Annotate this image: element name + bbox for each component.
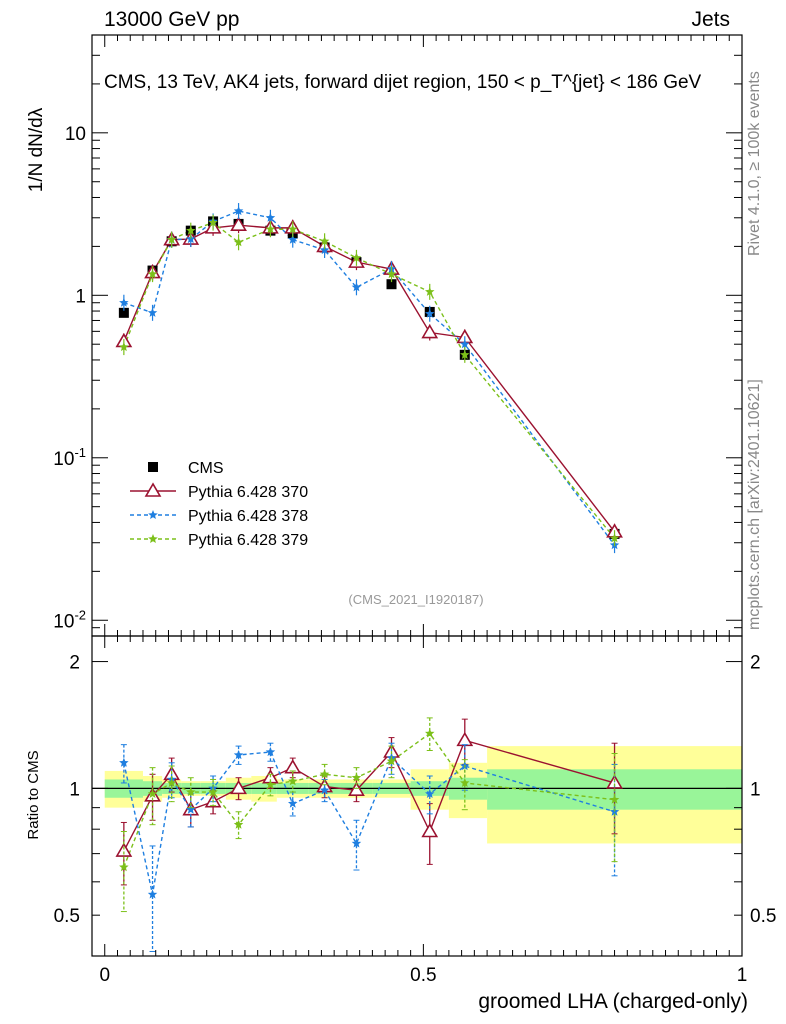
ratio-y-axis-label: Ratio to CMS <box>25 750 42 839</box>
axes: 0 0.5 1 10-2 10-1 1 10 0.5 0.5 1 1 2 2 <box>53 34 776 986</box>
y-tick-exponent: -2 <box>74 607 86 622</box>
legend-label-p379: Pythia 6.428 379 <box>188 532 308 549</box>
ratio-point-p370 <box>230 779 247 795</box>
main-point-p378 <box>288 234 298 244</box>
ratio-point-p378 <box>147 889 158 899</box>
ratio-point-p378 <box>233 750 244 760</box>
ratio-point-p378 <box>425 788 435 798</box>
main-point-p378 <box>425 308 435 318</box>
ratio-line-p379 <box>123 732 615 868</box>
ratio-y-tick-label: 2 <box>69 653 80 674</box>
main-point-p378 <box>351 282 362 292</box>
legend-marker-p379 <box>148 534 158 543</box>
ratio-point-p378 <box>351 838 362 848</box>
main-point-p378 <box>265 212 276 222</box>
legend-marker-p370 <box>144 482 162 497</box>
main-point-p370 <box>421 323 439 339</box>
ratio-point-p379 <box>186 787 196 797</box>
ratio-point-p379 <box>119 862 129 872</box>
legend: CMS Pythia 6.428 370 Pythia 6.428 378 Pythi… <box>130 460 308 549</box>
x-tick-label: 0 <box>99 965 110 986</box>
main-point-p379 <box>186 225 196 235</box>
main-y-axis-label: 1/N dN/dλ <box>26 107 47 192</box>
main-point-p379 <box>319 236 330 246</box>
x-tick-label: 0.5 <box>410 965 436 986</box>
ratio-point-p379 <box>147 788 158 798</box>
legend-label-p378: Pythia 6.428 378 <box>188 508 308 525</box>
ratio-point-p378 <box>186 804 196 814</box>
ratio-point-p379 <box>460 778 470 787</box>
ratio-line-p378 <box>123 751 615 895</box>
ratio-point-p379 <box>351 772 362 782</box>
main-line-p378 <box>123 210 616 546</box>
y-tick-label: 10-1 <box>53 445 86 470</box>
ratio-point-p379 <box>233 819 244 829</box>
ratio-point-p379 <box>265 779 276 789</box>
energy-label: 13000 GeV pp <box>104 8 240 31</box>
main-point-p379 <box>147 269 158 279</box>
ratio-point-p379 <box>609 794 620 804</box>
category-label: Jets <box>691 8 730 31</box>
main-point-p379 <box>265 224 276 234</box>
y-tick-label: 10-2 <box>53 607 86 632</box>
ratio-point-p379 <box>166 778 177 787</box>
y-tick-label: 10 <box>65 124 86 145</box>
ratio-y-tick-label: 1 <box>69 779 80 800</box>
main-point-cms <box>386 279 397 290</box>
legend-marker-p378 <box>148 510 158 519</box>
x-tick-label: 1 <box>737 965 748 986</box>
main-point-p379 <box>609 533 620 543</box>
main-point-p379 <box>351 252 362 262</box>
legend-label-p370: Pythia 6.428 370 <box>188 484 308 501</box>
ratio-point-p370 <box>115 842 133 857</box>
ratio-y-tick-label: 1 <box>750 779 761 800</box>
ratio-point-p379 <box>319 769 330 779</box>
main-point-p378 <box>319 245 330 255</box>
main-point-p379 <box>119 342 129 352</box>
main-point-cms <box>118 307 129 318</box>
ratio-point-p379 <box>208 787 218 797</box>
ratio-point-p378 <box>288 798 298 808</box>
main-point-p379 <box>233 237 244 247</box>
main-point-p379 <box>425 286 435 296</box>
ratio-y-tick-label: 0.5 <box>750 906 776 927</box>
main-point-p378 <box>119 297 129 307</box>
main-point-p378 <box>147 307 158 317</box>
main-point-p378 <box>460 339 470 349</box>
ratio-point-p370 <box>456 731 474 747</box>
ratio-point-p379 <box>425 728 435 738</box>
main-point-p370 <box>230 216 247 232</box>
legend-label-cms: CMS <box>188 460 224 477</box>
ratio-point-p379 <box>386 756 397 766</box>
y-tick-label: 1 <box>75 286 86 307</box>
chart-title: CMS, 13 TeV, AK4 jets, forward dijet reg… <box>104 72 702 93</box>
ratio-line-p370 <box>123 739 615 852</box>
legend-marker-cms <box>148 462 158 472</box>
y-tick-exponent: -1 <box>74 445 86 460</box>
main-point-p379 <box>208 217 218 227</box>
main-point-p379 <box>460 349 470 359</box>
main-point-p379 <box>166 234 177 244</box>
ratio-y-tick-label: 2 <box>750 653 761 674</box>
main-point-p379 <box>288 224 298 234</box>
ratio-point-p378 <box>119 757 129 767</box>
x-axis-label: groomed LHA (charged-only) <box>478 990 748 1013</box>
ratio-point-p378 <box>319 785 330 795</box>
ratio-point-p379 <box>288 776 298 786</box>
watermark-label: (CMS_2021_I1920187) <box>348 592 483 607</box>
ratio-panel-frame <box>91 635 743 957</box>
main-point-p379 <box>386 269 397 279</box>
ratio-y-tick-label: 0.5 <box>54 906 80 927</box>
ratio-point-p378 <box>265 747 276 756</box>
main-point-p378 <box>233 206 244 216</box>
ratio-point-p370 <box>348 781 365 797</box>
data-markers <box>115 203 623 952</box>
ratio-point-p370 <box>421 822 439 838</box>
